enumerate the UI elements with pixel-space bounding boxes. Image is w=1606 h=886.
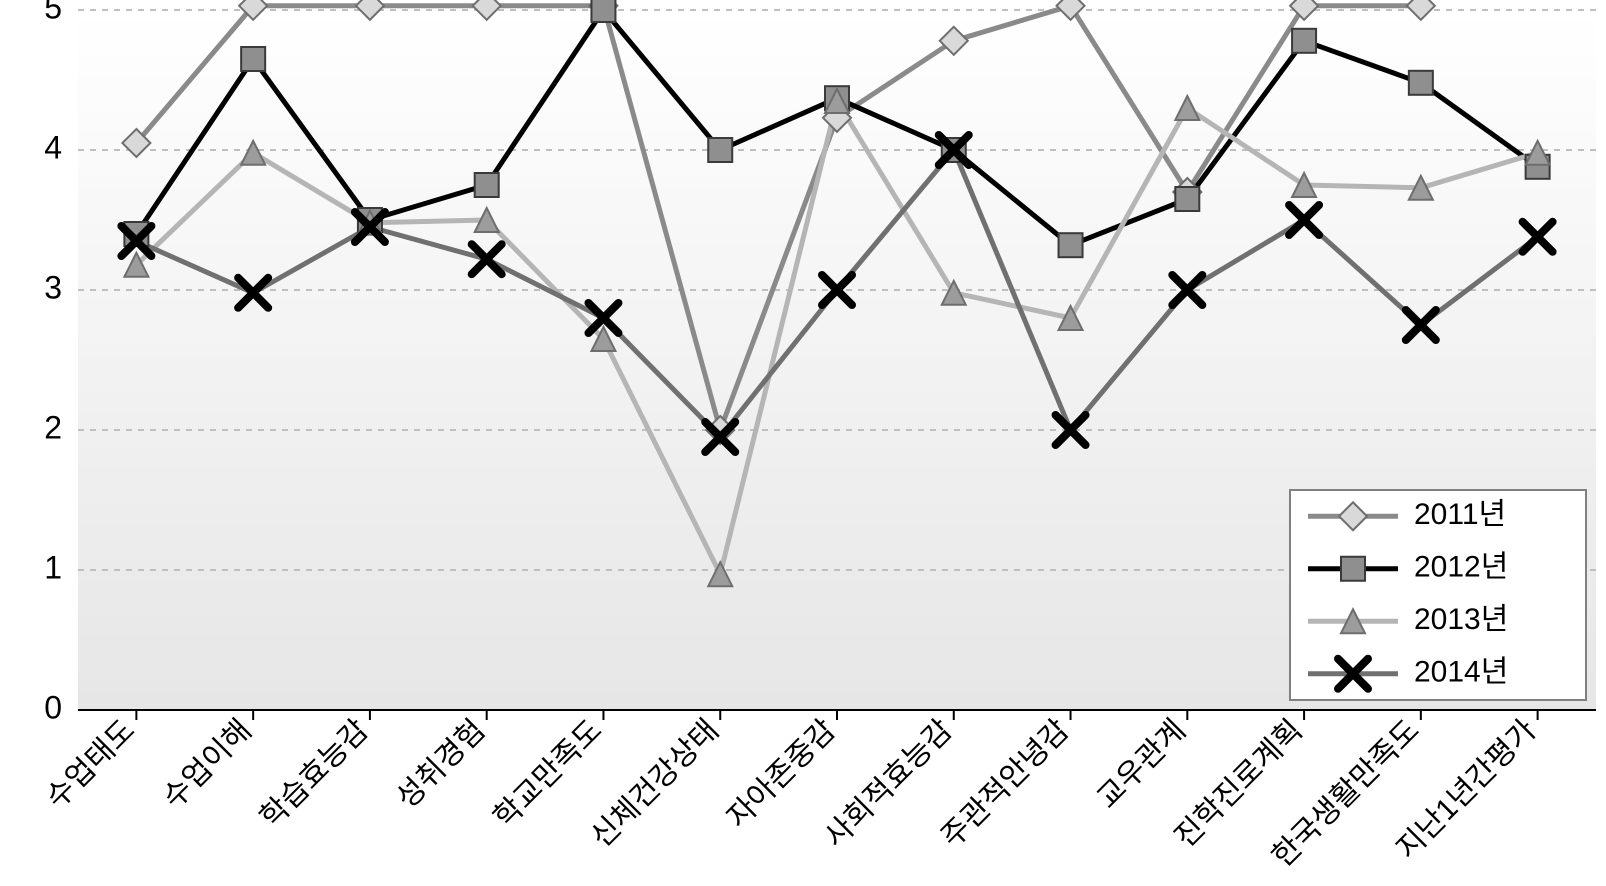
- marker-square: [241, 47, 265, 71]
- line-chart: 012345수업태도수업이해학습효능감성취경험학교만족도신체건강상태자아존중감사…: [0, 0, 1606, 886]
- legend-label: 2012년: [1414, 551, 1508, 584]
- marker-square: [708, 138, 732, 162]
- y-tick-label: 3: [44, 269, 62, 305]
- x-tick-label: 학습효능감: [254, 714, 375, 835]
- legend: 2011년 2012년 2013년 2014년: [1290, 490, 1586, 700]
- marker-square: [1059, 233, 1083, 257]
- x-tick-label: 자아존중감: [721, 714, 842, 835]
- x-tick-label: 수업이해: [157, 714, 258, 815]
- marker-square: [1175, 187, 1199, 211]
- legend-label: 2013년: [1414, 603, 1508, 636]
- y-tick-label: 4: [44, 129, 62, 165]
- x-tick-label: 수업태도: [40, 714, 141, 815]
- x-tick-label: 성취경험: [390, 714, 491, 815]
- y-tick-label: 5: [44, 0, 62, 25]
- y-tick-label: 1: [44, 549, 62, 585]
- legend-label: 2014년: [1414, 656, 1508, 689]
- marker-square: [591, 0, 615, 22]
- y-tick-label: 0: [44, 689, 62, 725]
- legend-label: 2011년: [1414, 498, 1506, 531]
- marker-square: [1341, 557, 1365, 581]
- y-tick-label: 2: [44, 409, 62, 445]
- x-tick-label: 교우관계: [1091, 714, 1192, 815]
- x-tick-label: 학교만족도: [487, 714, 608, 835]
- marker-square: [1292, 29, 1316, 53]
- marker-square: [475, 173, 499, 197]
- marker-square: [1409, 71, 1433, 95]
